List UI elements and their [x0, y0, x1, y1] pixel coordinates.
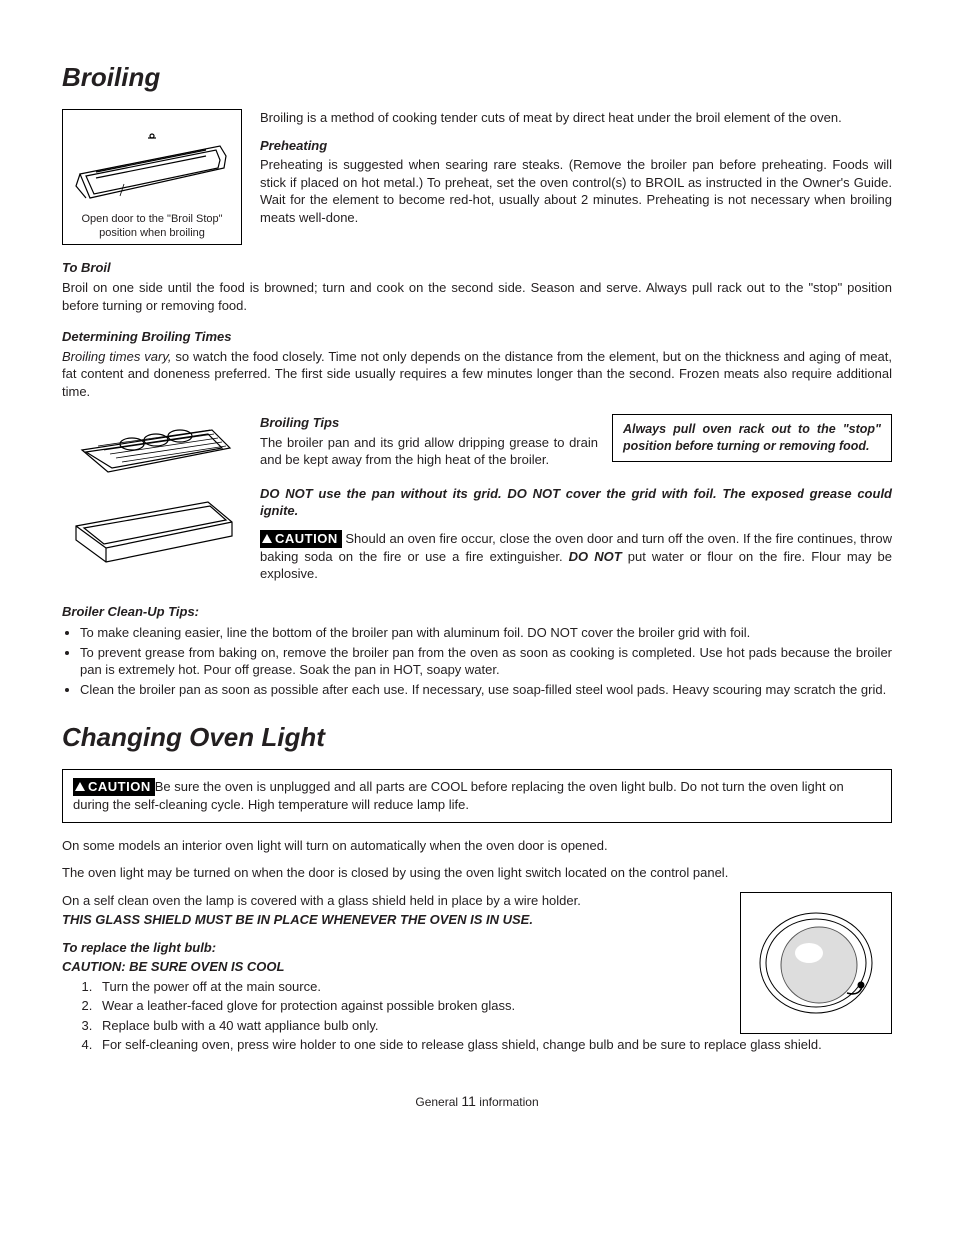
figure-oven-door-caption: Open door to the "Broil Stop" position w… [69, 213, 235, 241]
subhead-preheating: Preheating [260, 137, 892, 155]
fire-do-not: DO NOT [569, 549, 622, 564]
caution-word: CAUTION [88, 779, 151, 794]
figure-bulb [740, 892, 892, 1034]
replace-step-4: For self-cleaning oven, press wire holde… [96, 1036, 892, 1054]
subhead-broiling-tips: Broiling Tips [260, 414, 598, 432]
footer-page-number: 11 [461, 1093, 476, 1109]
fire-caution-paragraph: CAUTION Should an oven fire occur, close… [260, 530, 892, 583]
to-broil-paragraph: Broil on one side until the food is brow… [62, 279, 892, 314]
broiling-tips-paragraph: The broiler pan and its grid allow dripp… [260, 434, 598, 469]
oven-light-p1: On some models an interior oven light wi… [62, 837, 892, 855]
heading-broiling: Broiling [62, 60, 892, 95]
tip-callout-box: Always pull oven rack out to the "stop" … [612, 414, 892, 462]
caution-badge-icon: CAUTION [260, 530, 342, 548]
oven-light-caution-text: Be sure the oven is unplugged and all pa… [73, 779, 844, 812]
det-lead: Broiling times vary, [62, 349, 172, 364]
det-rest: so watch the food closely. Time not only… [62, 349, 892, 399]
intro-paragraph: Broiling is a method of cooking tender c… [260, 109, 892, 127]
subhead-determining-times: Determining Broiling Times [62, 328, 892, 346]
page-footer: General 11 information [62, 1092, 892, 1111]
cleanup-list: To make cleaning easier, line the bottom… [62, 624, 892, 698]
heading-oven-light: Changing Oven Light [62, 720, 892, 755]
determining-times-paragraph: Broiling times vary, so watch the food c… [62, 348, 892, 401]
cleanup-item-2: To prevent grease from baking on, remove… [80, 644, 892, 679]
broiler-pan-icon [62, 414, 242, 564]
figure-oven-door: Open door to the "Broil Stop" position w… [62, 109, 242, 245]
glass-shield-warning-text: THIS GLASS SHIELD MUST BE IN PLACE WHENE… [62, 912, 533, 927]
preheating-paragraph: Preheating is suggested when searing rar… [260, 156, 892, 226]
footer-right: information [476, 1095, 539, 1109]
oven-door-icon [72, 116, 232, 208]
bulb-section: On a self clean oven the lamp is covered… [62, 892, 892, 1066]
figure-broiler-pan [62, 414, 242, 592]
cleanup-item-1: To make cleaning easier, line the bottom… [80, 624, 892, 642]
bulb-icon [751, 903, 881, 1023]
subhead-cleanup-tips: Broiler Clean-Up Tips: [62, 603, 892, 621]
grid-warning: DO NOT use the pan without its grid. DO … [260, 485, 892, 520]
oven-light-caution-box: CAUTIONBe sure the oven is unplugged and… [62, 769, 892, 822]
subhead-to-broil: To Broil [62, 259, 892, 277]
footer-left: General [415, 1095, 461, 1109]
cleanup-item-3: Clean the broiler pan as soon as possibl… [80, 681, 892, 699]
caution-word: CAUTION [275, 531, 338, 546]
caution-badge-icon: CAUTION [73, 778, 155, 796]
oven-light-p2: The oven light may be turned on when the… [62, 864, 892, 882]
